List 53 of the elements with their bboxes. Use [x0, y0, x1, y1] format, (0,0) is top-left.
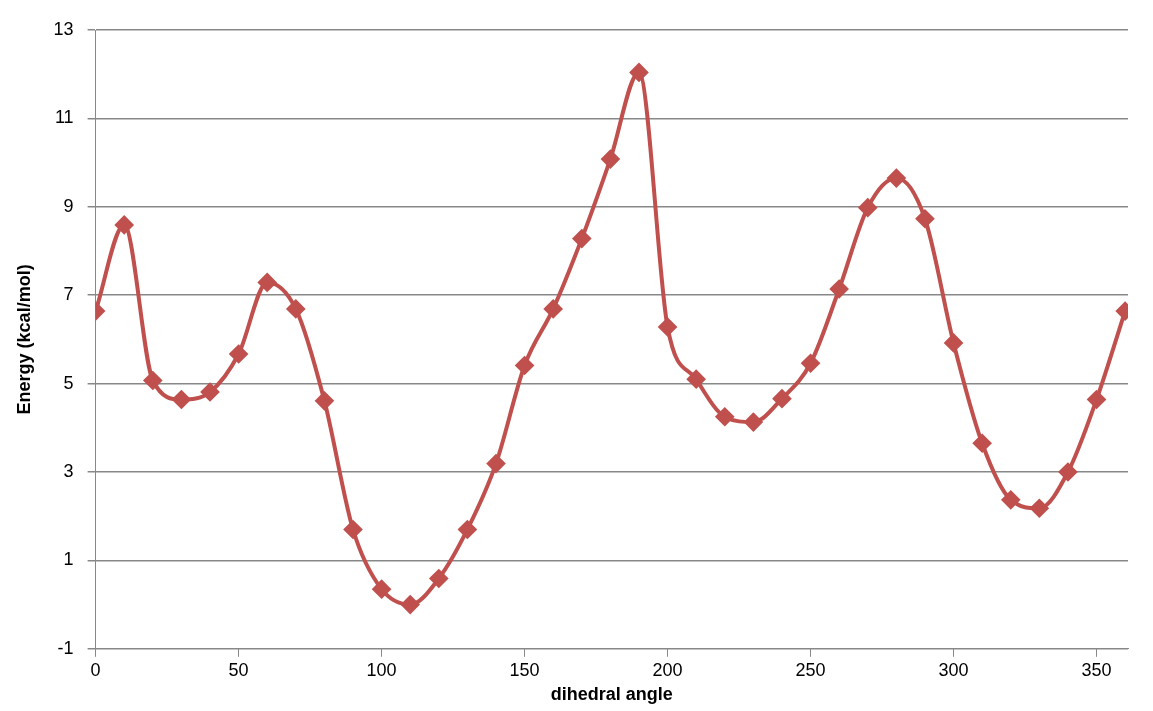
point — [344, 520, 362, 539]
point — [629, 63, 648, 82]
point — [944, 333, 963, 352]
point — [544, 299, 563, 318]
x-tick-label: 300 — [938, 659, 969, 680]
point — [515, 356, 534, 375]
y-tick-label: 13 — [53, 18, 74, 39]
x-tick-label: 350 — [1081, 659, 1112, 680]
point — [801, 354, 820, 373]
x-tick-label: 100 — [366, 659, 397, 680]
point — [429, 569, 448, 588]
point — [1058, 463, 1077, 481]
point — [658, 318, 677, 337]
y-tick-label: 5 — [63, 372, 74, 393]
point — [1087, 390, 1106, 409]
point — [258, 273, 277, 292]
point — [744, 413, 763, 432]
point — [687, 370, 706, 389]
point — [973, 434, 992, 453]
point — [772, 389, 791, 408]
y-tick-label: 1 — [63, 549, 74, 570]
y-tick-label: 7 — [63, 284, 74, 305]
point — [1030, 499, 1049, 518]
x-tick-label: 50 — [228, 659, 249, 680]
point — [201, 383, 220, 401]
x-tick-label: 200 — [652, 659, 683, 680]
point — [458, 520, 477, 539]
point — [401, 595, 420, 614]
point — [572, 229, 591, 248]
y-tick-label: 3 — [63, 460, 74, 481]
y-tick-label: 9 — [63, 195, 74, 216]
point — [115, 215, 134, 234]
x-tick-label: 0 — [90, 659, 101, 680]
x-tick-label: 150 — [509, 659, 540, 680]
point — [172, 390, 191, 409]
x-axis-title: dihedral angle — [550, 684, 673, 705]
point — [1001, 490, 1020, 509]
point — [372, 580, 391, 599]
point — [601, 150, 620, 169]
point — [830, 280, 849, 299]
point — [286, 299, 305, 318]
point — [486, 454, 505, 473]
point — [858, 198, 877, 217]
x-tick-label: 250 — [795, 659, 826, 680]
point — [887, 169, 906, 188]
y-tick-label: 11 — [54, 107, 74, 128]
point — [315, 391, 334, 410]
point — [715, 407, 734, 426]
point — [143, 371, 162, 390]
point — [915, 209, 934, 228]
y-axis-title: Energy (kcal/mol) — [13, 264, 34, 415]
point — [229, 344, 248, 363]
y-tick-label: -1 — [57, 637, 74, 658]
